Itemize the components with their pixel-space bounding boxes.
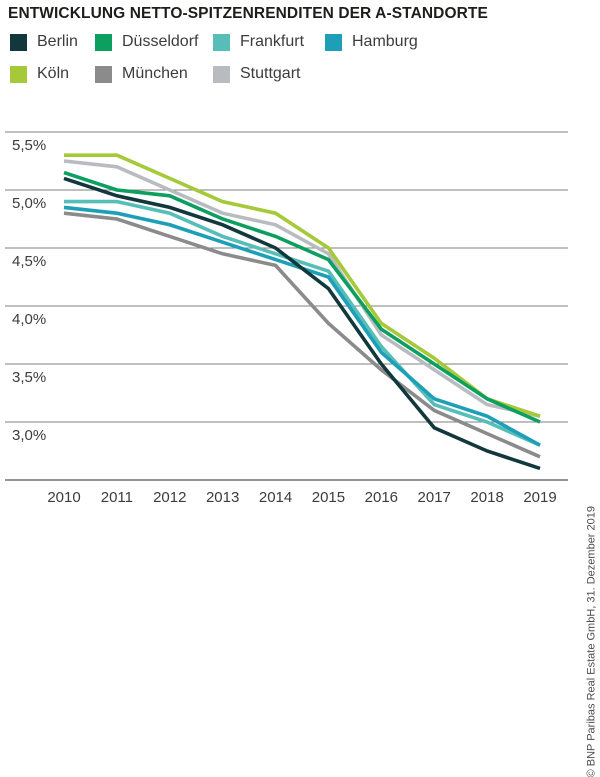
y-axis-label: 5,0% [12, 195, 46, 212]
x-axis-label: 2018 [470, 489, 503, 506]
legend-item-berlin: Berlin [10, 33, 95, 51]
legend-item-hamburg: Hamburg [325, 33, 418, 51]
line-berlin [63, 176, 541, 471]
legend-label: Hamburg [352, 33, 418, 50]
legend-item-stuttgart: Stuttgart [213, 65, 325, 83]
legend-label: Köln [37, 65, 70, 82]
x-axis-label: 2017 [418, 489, 451, 506]
y-axis-label: 3,0% [12, 427, 46, 444]
copyright-caption: © BNP Paribas Real Estate GmbH, 31. Deze… [585, 506, 597, 777]
x-axis-label: 2016 [365, 489, 398, 506]
x-axis-label: 2014 [259, 489, 292, 506]
line-stuttgart [63, 159, 541, 418]
page-title: ENTWICKLUNG NETTO-SPITZENRENDITEN DER A-… [8, 5, 488, 22]
y-axis-label: 4,5% [12, 253, 46, 270]
legend-label: Düsseldorf [122, 33, 199, 50]
legend-item-frankfurt: Frankfurt [213, 33, 325, 51]
line-duesseldorf [63, 170, 541, 424]
chart-legend: Berlin Düsseldorf Frankfurt Hamburg Köln Münc… [10, 33, 418, 83]
legend-label: München [122, 65, 188, 82]
y-axis-label: 5,5% [12, 137, 46, 154]
line-frankfurt [64, 199, 541, 447]
legend-swatch-icon [325, 33, 342, 51]
line-muenchen [63, 211, 541, 459]
x-axis-label: 2015 [312, 489, 345, 506]
legend-item-muenchen: München [95, 65, 213, 83]
chart-page: { "page": { "caption": "© BNP Paribas Re… [5, 5, 597, 777]
legend-swatch-icon [95, 65, 112, 83]
line-koeln [64, 153, 541, 418]
x-axis-label: 2019 [523, 489, 556, 506]
y-axis-label: 3,5% [12, 369, 46, 386]
legend-swatch-icon [213, 65, 230, 83]
x-axis-label: 2013 [206, 489, 239, 506]
legend-swatch-icon [213, 33, 230, 51]
legend-item-duesseldorf: Düsseldorf [95, 33, 213, 51]
legend-item-koeln: Köln [10, 65, 95, 83]
x-axis-label: 2011 [101, 489, 133, 506]
x-axis-label: 2012 [153, 489, 186, 506]
legend-label: Berlin [37, 33, 78, 50]
legend-swatch-icon [95, 33, 112, 51]
x-axis-label: 2010 [47, 489, 80, 506]
y-axis-label: 4,0% [12, 311, 46, 328]
legend-swatch-icon [10, 65, 27, 83]
legend-swatch-icon [10, 33, 27, 51]
line-hamburg [63, 205, 541, 447]
line-chart: 5,5% 5,0% 4,5% 4,0% 3,5% 3,0% 2010 2011 2012 2013… [5, 131, 568, 506]
legend-label: Frankfurt [240, 33, 305, 50]
legend-label: Stuttgart [240, 65, 301, 82]
